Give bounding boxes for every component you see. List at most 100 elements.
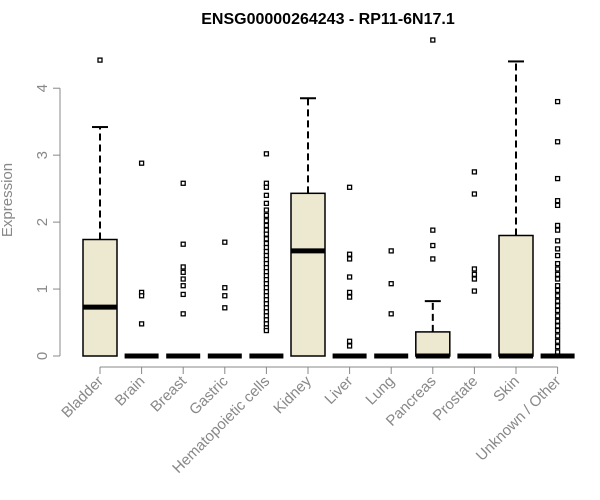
outlier-point [554,198,561,204]
outlier-point [554,323,561,329]
outlier-point [346,289,353,296]
outlier-point [263,236,270,242]
outlier-point [554,271,561,277]
outlier-point [180,276,186,282]
outlier-point [471,288,478,294]
box-gastric [207,239,242,359]
outlier-point [554,333,561,339]
outlier-point [554,266,561,272]
outlier-point [471,271,478,277]
outlier-point [430,227,436,233]
box-pancreas [415,37,451,359]
outlier-point [430,256,436,262]
outlier-point [138,321,145,327]
outlier-point [388,248,394,254]
outlier-point [263,151,270,157]
outlier-point [222,285,228,291]
outlier-point [263,207,270,213]
outlier-point [554,349,561,355]
iqr-box [82,238,118,357]
outlier-point [554,318,561,324]
box-lung [374,248,409,359]
box-unknown-other [540,98,575,359]
box-bladder [82,57,118,357]
outlier-point [346,338,353,344]
outlier-point [471,276,478,282]
outlier-point [346,343,353,349]
y-tick-label: 2 [34,218,51,226]
outlier-point [430,37,436,43]
outlier-point [554,313,561,319]
iqr-box [290,192,326,357]
outlier-point [554,238,561,244]
outlier-point [430,242,436,249]
outlier-point [554,343,561,350]
box-skin [498,60,534,359]
outlier-point [554,287,561,294]
outlier-point [554,303,561,309]
outlier-point [554,222,561,229]
outlier-point [346,294,353,300]
outlier-point [263,192,270,198]
outlier-point [554,98,561,105]
outlier-point [554,139,561,145]
box-brain [124,160,159,359]
outlier-point [180,311,186,317]
outlier-point [554,327,561,334]
outlier-point [471,191,478,197]
outlier-point [554,227,561,233]
y-tick-label: 1 [34,285,51,293]
x-tick-label: Bladder [58,373,107,422]
outlier-point [554,202,561,209]
box-kidney [290,97,326,357]
outlier-point [180,264,186,270]
y-axis: 0 1 2 3 4 [34,84,61,360]
outlier-point [263,231,270,237]
box-prostate [457,169,492,359]
iqr-box [415,331,451,357]
box-hematopoietic-cells [249,151,284,359]
x-tick-label: Lung [362,373,398,409]
x-tick-label: Prostate [430,373,482,425]
outlier-point [554,260,561,267]
outlier-point [222,293,228,299]
iqr-box [498,234,534,357]
chart-title: ENSG00000264243 - RP11-6N17.1 [201,11,455,28]
outlier-point [263,218,270,224]
y-tick-label: 3 [34,151,51,159]
y-tick-label: 4 [34,84,51,92]
outlier-point [471,169,478,175]
y-axis-title: Expression [0,163,16,237]
y-tick-label: 0 [34,352,51,360]
outlier-point [263,327,270,334]
outlier-point [180,241,186,247]
outlier-point [346,274,353,280]
outlier-point [554,283,561,289]
outlier-point [388,311,394,317]
outlier-point [180,283,186,289]
outlier-point [138,160,145,166]
outlier-point [554,338,561,344]
outlier-point [263,184,270,190]
outlier-point [138,293,145,299]
outlier-point [554,175,561,182]
outlier-point [346,251,353,257]
x-tick-label: Brain [112,373,149,410]
box-breast [166,180,201,359]
outlier-point [554,307,561,314]
outlier-point [554,298,561,304]
outlier-point [97,57,103,63]
outlier-point [554,276,561,282]
outlier-point [388,281,394,287]
outlier-point [346,184,353,190]
boxes-group [82,37,575,359]
outlier-point [180,180,186,186]
outlier-point [471,266,478,272]
outlier-point [346,256,353,262]
outlier-point [554,246,561,252]
outlier-point [222,239,228,245]
x-tick-label: Breast [147,372,190,415]
outlier-point [554,293,561,299]
outlier-point [180,291,186,298]
